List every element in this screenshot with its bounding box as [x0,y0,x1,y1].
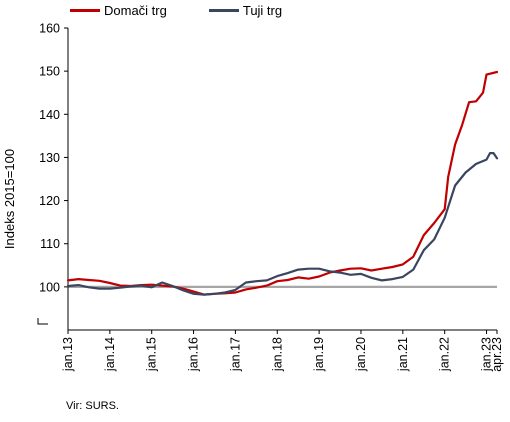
x-tick-label: jan.13 [61,337,75,372]
legend-label-domestic: Domači trg [104,3,167,18]
legend-swatch-domestic [70,9,100,12]
x-tick-label: jan.22 [438,337,452,372]
y-tick-label: 150 [39,65,60,79]
y-tick-label: 160 [39,22,60,36]
legend-item-foreign: Tuji trg [208,3,283,18]
y-tick-label: 130 [39,151,60,165]
series-layer [66,70,499,296]
x-tick-label: jan.14 [103,337,117,372]
x-tick-label: jan.20 [354,337,368,372]
legend-swatch-foreign [208,9,239,12]
legend: Domači trg Tuji trg [70,3,282,18]
x-tick-label: jan.19 [312,337,326,372]
series-line-foreign [66,152,499,296]
y-tick-label: 110 [40,237,60,251]
x-tick-label: jan.15 [145,337,159,372]
x-tick-label: jan.18 [270,337,284,372]
y-tick-label: 140 [39,108,60,122]
legend-label-foreign: Tuji trg [242,3,283,18]
axis-break-mark [37,318,48,325]
x-tick-label: jan.23 [480,337,494,372]
x-tick-label: apr.23 [490,337,504,372]
x-tick-label: jan.17 [228,337,242,372]
y-tick-label: 100 [39,280,60,294]
source-note: Vir: SURS. [66,400,119,412]
y-tick-label: 120 [39,194,60,208]
labels-layer: 100 110 120 130 140 150 160 jan.13 jan.14 jan.15 j… [2,22,504,373]
x-tick-label: jan.16 [187,337,201,372]
x-tick-label: jan.21 [396,337,410,372]
legend-item-domestic: Domači trg [70,3,167,18]
y-axis-title: Indeks 2015=100 [2,149,17,249]
series-line-domestic [66,70,499,296]
